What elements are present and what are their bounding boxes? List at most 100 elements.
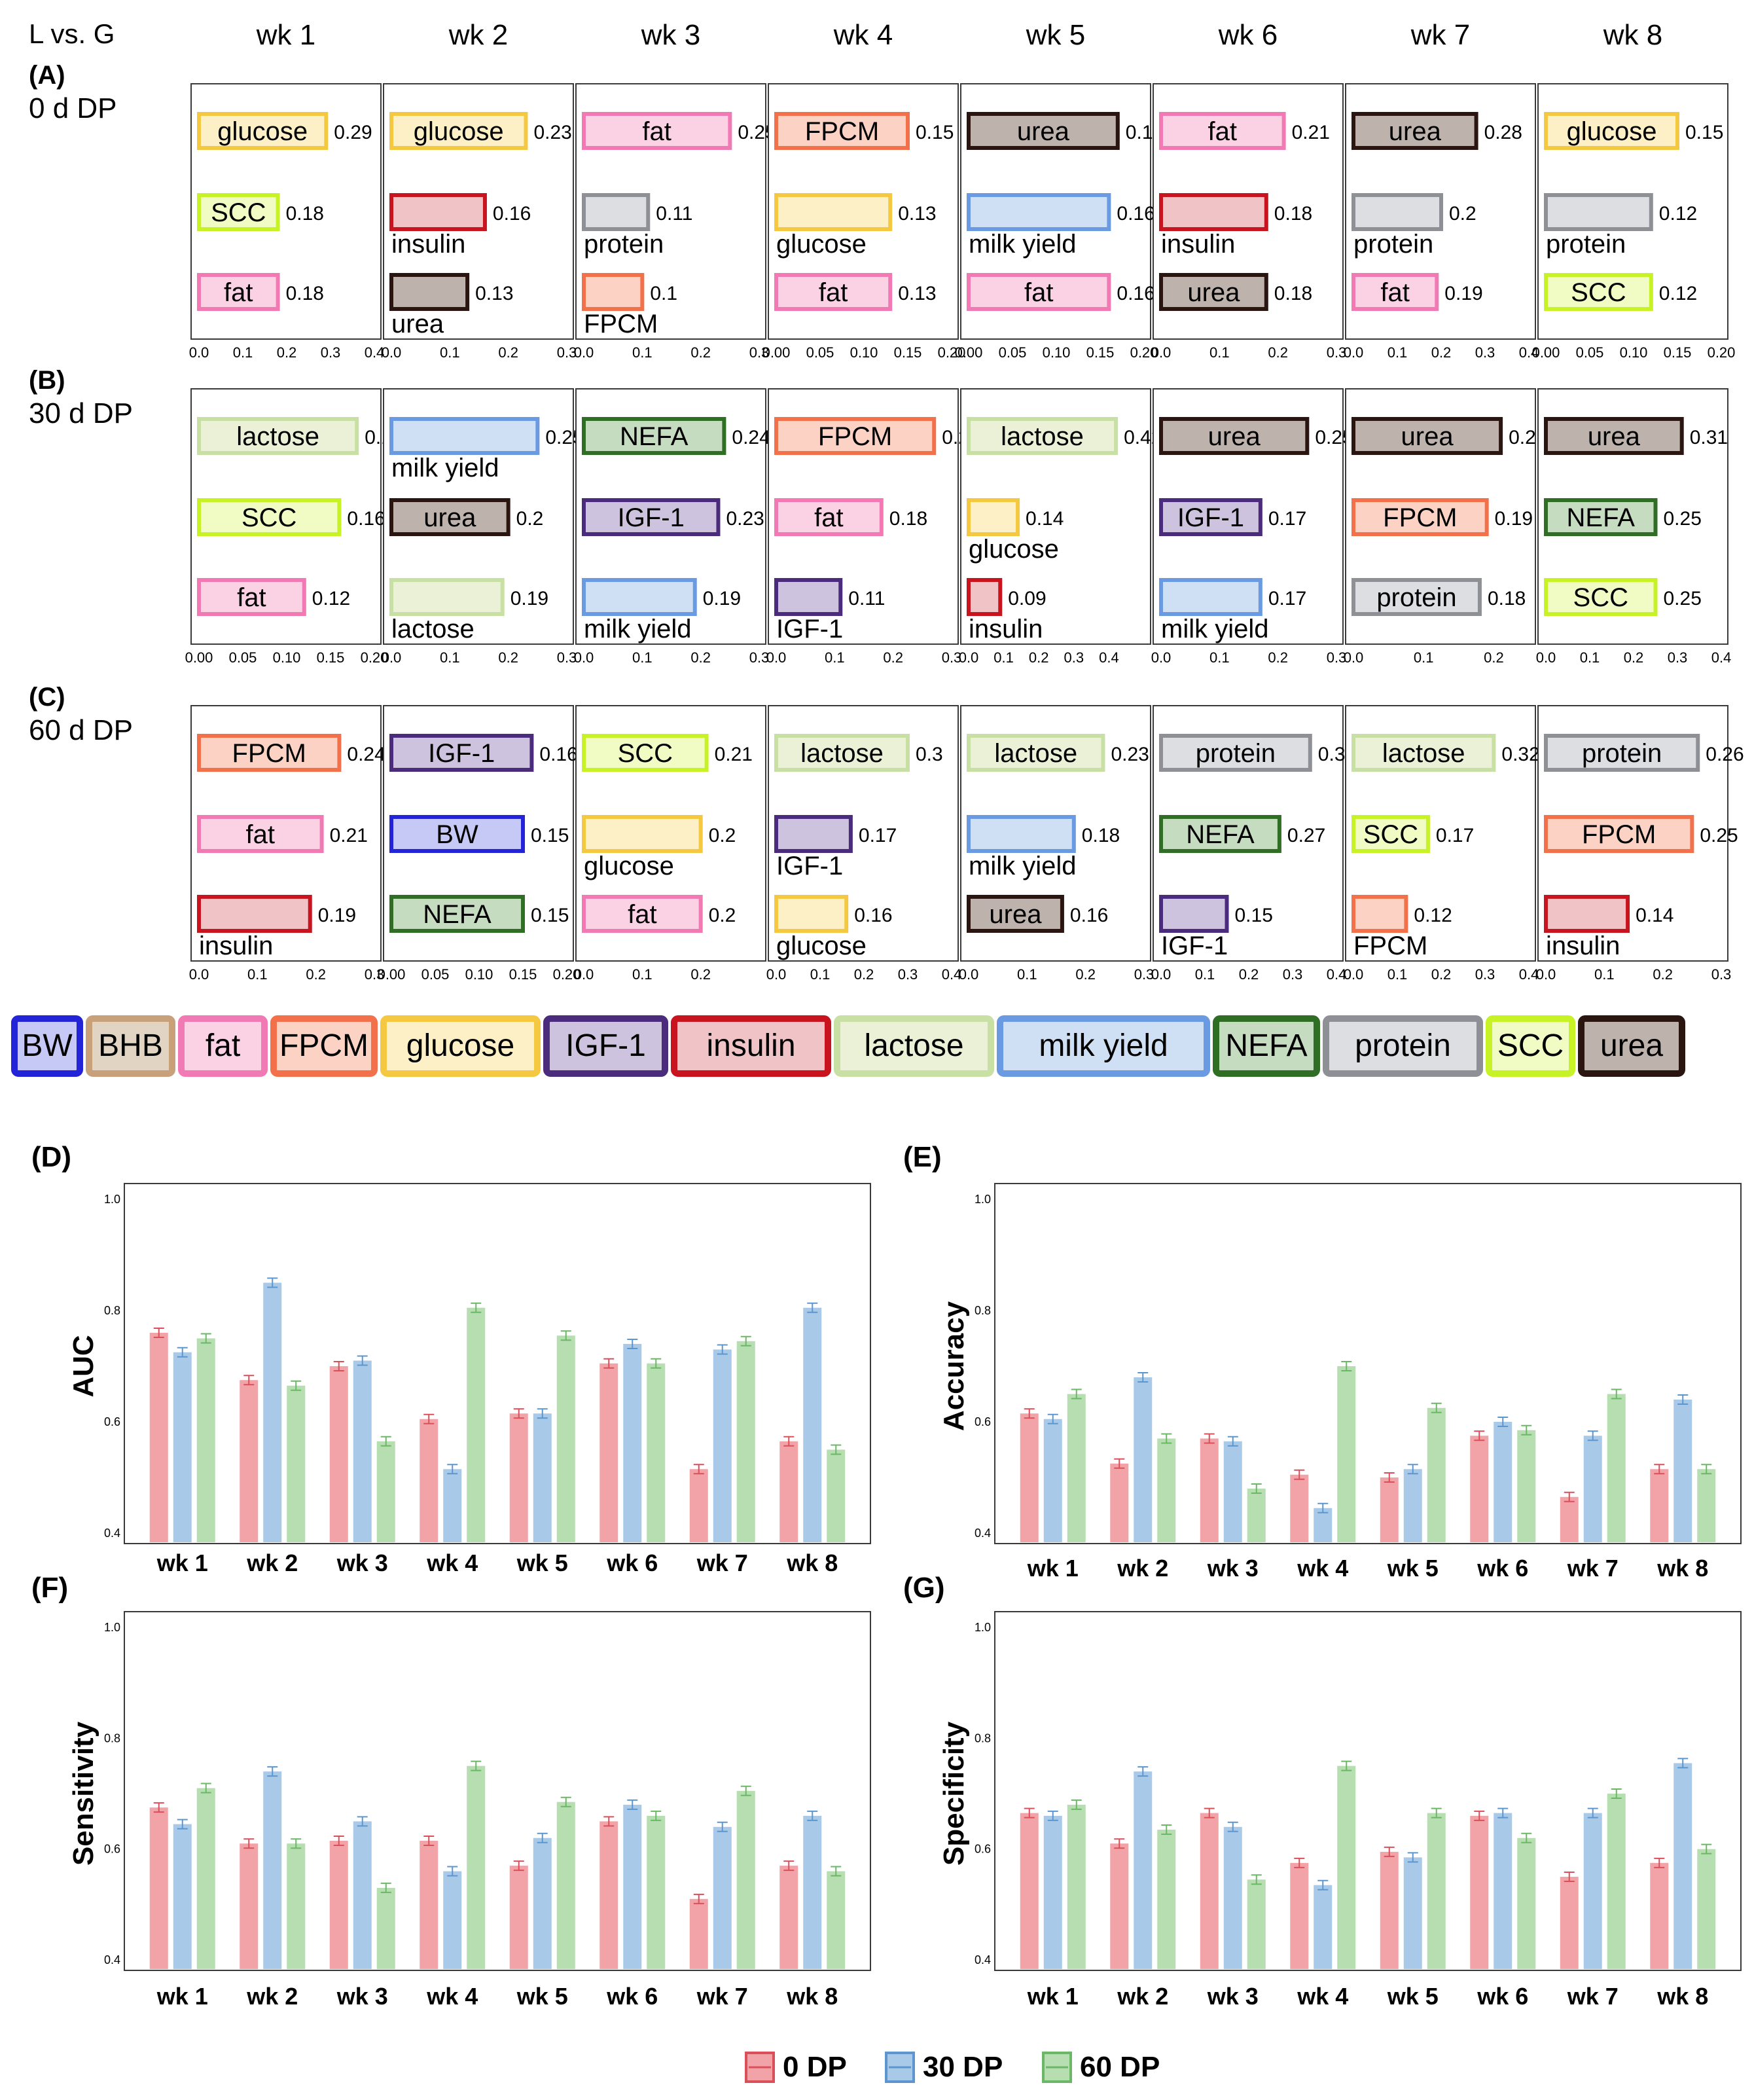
feature-name-milk-yield: milk yield — [1161, 615, 1268, 643]
feature-name-milk-yield: milk yield — [969, 230, 1076, 259]
x-tick-label: 0.05 — [229, 649, 257, 666]
feature-value: 0.2 — [709, 905, 736, 926]
feature-name-scc: SCC — [1573, 583, 1628, 612]
importance-subplot-wk4: lactose 0.3 IGF-1 0.17 glucose 0.16 0.0 0.1 0.2 0… — [766, 705, 961, 983]
x-tick-label: 0.15 — [509, 966, 537, 983]
y-tick-label: 0.8 — [104, 1304, 120, 1317]
x-tick-label: 0.4 — [1099, 649, 1119, 666]
dp-label: 60 d DP — [29, 714, 133, 746]
legend-item-nefa: NEFA — [1213, 1015, 1320, 1077]
feature-bar-igf-1 — [582, 498, 721, 536]
feature-bar-milk-yield — [1159, 578, 1262, 616]
feature-value: 0.15 — [531, 905, 569, 926]
x-tick-label: 0.2 — [1484, 649, 1504, 666]
feature-name-insulin: insulin — [391, 230, 465, 259]
x-tick-label: 0.1 — [632, 966, 653, 983]
feature-bar-glucose — [389, 112, 528, 150]
legend-label-protein: protein — [1355, 1028, 1451, 1063]
bar-0-dp-wk-2 — [1110, 1843, 1129, 1969]
feature-name-glucose: glucose — [217, 117, 308, 146]
bar-60-dp-wk-8 — [827, 1449, 846, 1542]
feature-bar-fat — [197, 578, 306, 616]
feature-name-fat: fat — [224, 278, 253, 307]
x-tick-label-wk-6: wk 6 — [1477, 1983, 1528, 2010]
feature-name-scc: SCC — [1363, 820, 1418, 849]
bar-30-dp-wk-6 — [1494, 1813, 1512, 1969]
x-tick-label: 0.3 — [1475, 344, 1495, 361]
feature-bar-scc — [197, 498, 342, 536]
x-tick-label: 0.0 — [1536, 649, 1556, 666]
dp-label: 30 d DP — [29, 397, 133, 429]
feature-value: 0.24 — [732, 427, 770, 448]
feature-bar-fat — [582, 895, 703, 933]
feature-bar-fat — [967, 273, 1111, 311]
feature-bar-lactose — [967, 734, 1105, 772]
feature-bar-glucose — [967, 498, 1020, 536]
bar-0-dp-wk-5 — [1380, 1477, 1399, 1542]
y-axis-label: Accuracy — [938, 1301, 970, 1431]
bar-60-dp-wk-3 — [1247, 1879, 1266, 1969]
x-tick-label: 0.3 — [321, 344, 341, 361]
x-tick-label: 0.05 — [421, 966, 450, 983]
bar-30-dp-wk-3 — [353, 1821, 372, 1969]
feature-bar-urea — [967, 895, 1064, 933]
feature-name-fpcm: FPCM — [584, 310, 658, 338]
feature-name-fat: fat — [642, 117, 671, 146]
x-tick-label: 0.2 — [1268, 649, 1288, 666]
week-header-7: wk 7 — [1410, 19, 1470, 51]
y-tick-label: 0.4 — [975, 1527, 991, 1540]
bar-30-dp-wk-7 — [1583, 1436, 1602, 1542]
bar-0-dp-wk-4 — [420, 1419, 438, 1542]
x-tick-label: 0.1 — [233, 344, 253, 361]
x-tick-label: 0.0 — [382, 344, 402, 361]
feature-bar-igf-1 — [389, 734, 534, 772]
feature-name-milk-yield: milk yield — [969, 852, 1076, 880]
feature-value: 0.1 — [650, 283, 677, 304]
bar-60-dp-wk-3 — [376, 1887, 395, 1969]
legend-swatch-bw — [11, 1015, 83, 1077]
x-tick-label-wk-5: wk 5 — [516, 1549, 568, 1576]
bar-60-dp-wk-2 — [1157, 1438, 1176, 1542]
bar-60-dp-wk-4 — [1337, 1366, 1356, 1542]
x-tick-label: 0.10 — [1620, 344, 1648, 361]
importance-subplot-wk3: NEFA 0.24 IGF-1 0.23 milk yield 0.19 0.0 0.1 0.2… — [574, 388, 770, 666]
bar-0-dp-wk-1 — [149, 1333, 168, 1542]
x-tick-label-wk-3: wk 3 — [1207, 1983, 1259, 2010]
feature-name-fpcm: FPCM — [232, 739, 306, 768]
feature-bar-igf-1 — [774, 815, 853, 853]
y-tick-label: 1.0 — [104, 1193, 120, 1206]
feature-bar-protein — [1544, 193, 1653, 231]
legend-label-lactose: lactose — [864, 1028, 963, 1063]
x-tick-label: 0.20 — [1130, 344, 1158, 361]
feature-bar-igf-1 — [1159, 895, 1229, 933]
x-tick-label-wk-5: wk 5 — [1387, 1555, 1439, 1582]
bar-0-dp-wk-2 — [240, 1843, 259, 1969]
y-tick-label: 1.0 — [104, 1621, 120, 1634]
feature-bar-insulin — [1159, 193, 1268, 231]
bar-60-dp-wk-1 — [196, 1338, 215, 1542]
bar-0-dp-wk-1 — [149, 1807, 168, 1969]
bar-30-dp-wk-7 — [713, 1349, 732, 1542]
feature-value: 0.12 — [1659, 283, 1697, 304]
bar-60-dp-wk-7 — [736, 1790, 755, 1969]
x-tick-label: 0.3 — [365, 966, 385, 983]
x-tick-label: 0.2 — [1653, 966, 1673, 983]
x-tick-label-wk-8: wk 8 — [786, 1983, 838, 2010]
x-tick-label: 0.0 — [959, 966, 979, 983]
x-tick-label: 0.2 — [690, 649, 711, 666]
x-tick-label: 0.1 — [632, 344, 653, 361]
importance-subplot-wk7: lactose 0.32 SCC 0.17 FPCM 0.12 0.0 0.1 0.2 0.3 0.… — [1344, 705, 1540, 983]
feature-bar-fpcm — [582, 273, 645, 311]
feature-bar-urea — [1351, 417, 1503, 455]
feature-bar-scc — [1544, 578, 1658, 616]
bar-60-dp-wk-8 — [1697, 1849, 1716, 1969]
bar-60-dp-wk-7 — [736, 1341, 755, 1542]
x-tick-label: 0.1 — [993, 649, 1014, 666]
feature-value: 0.17 — [859, 825, 897, 846]
feature-name-fpcm: FPCM — [1383, 503, 1457, 532]
feature-name-scc: SCC — [242, 503, 296, 532]
feature-bar-urea — [389, 498, 510, 536]
x-tick-label: 0.3 — [1134, 966, 1154, 983]
